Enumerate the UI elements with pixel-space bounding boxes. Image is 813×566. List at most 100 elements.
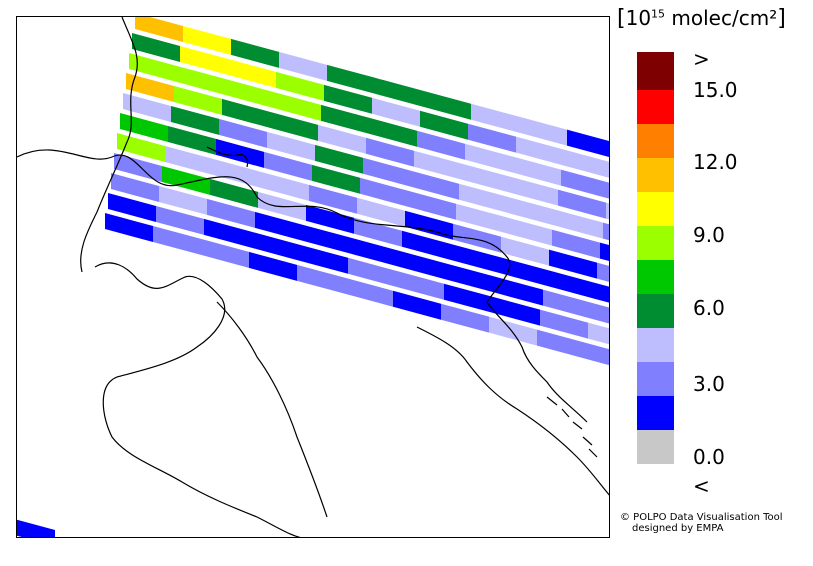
legend-label-0: 0.0 — [693, 445, 725, 469]
swath-pixel — [402, 230, 450, 260]
swath-pixel — [504, 216, 552, 246]
swath-pixel — [453, 223, 501, 253]
swath-pixel — [555, 209, 603, 239]
swath-pixel — [447, 263, 495, 293]
swath-pixel — [399, 250, 447, 280]
legend-swatch — [637, 294, 674, 328]
units-bracket-open: [ — [617, 6, 626, 31]
legend-swatch — [637, 328, 674, 362]
swath-pixel — [129, 53, 177, 82]
swath-pixel — [357, 197, 405, 227]
swath-pixel — [546, 269, 594, 299]
swath-pixel — [456, 203, 504, 233]
swath-pixel — [417, 130, 465, 160]
islands — [546, 396, 598, 458]
swath-pixel — [558, 189, 606, 219]
swath-pixel — [510, 176, 558, 206]
coastline-borders — [17, 17, 609, 537]
swath-pixel — [228, 58, 276, 88]
units-text: molec/cm² — [665, 6, 778, 30]
swath-pixel — [108, 193, 156, 222]
country-border-west — [80, 17, 138, 273]
swath-pixel — [450, 243, 498, 273]
swath-pixel — [468, 123, 516, 153]
swath-pixel — [261, 171, 309, 201]
swath-pixel — [114, 153, 162, 182]
swath-pixel — [156, 205, 204, 235]
swath-pixel — [462, 163, 510, 193]
swath-pixel — [267, 131, 315, 161]
legend-label-9: 9.0 — [693, 223, 725, 247]
swath-pixel — [513, 156, 561, 186]
legend-swatch — [637, 260, 674, 294]
swath-pixel — [507, 196, 555, 226]
swath-pixel — [351, 237, 399, 267]
units-label: [1015 molec/cm²] — [617, 6, 786, 31]
swath-pixel — [600, 242, 609, 262]
credit-text: © POLPO Data Visualisation Tool designed… — [620, 512, 783, 534]
legend-swatch — [637, 362, 674, 396]
swath-pixel — [201, 238, 249, 268]
swath-pixel — [222, 98, 270, 128]
swath-pixel — [369, 117, 417, 147]
swath-pixel — [252, 231, 300, 261]
swath-pixel — [516, 136, 564, 166]
swath-pixel — [540, 309, 588, 339]
swath-pixel — [270, 111, 318, 141]
swath-pixel — [171, 105, 219, 135]
swath-pixel — [225, 78, 273, 108]
legend-label-12: 12.0 — [693, 150, 738, 174]
swath-pixel — [165, 145, 213, 175]
swath-pixel — [420, 110, 468, 140]
swath-pixel — [135, 17, 183, 42]
swath-pixel — [123, 93, 171, 122]
swath-pixel — [495, 276, 543, 306]
swath-pixel — [168, 125, 216, 155]
legend-label-under: < — [693, 474, 710, 498]
swath-pixel — [564, 149, 609, 178]
legend-swatch — [637, 124, 674, 158]
swath-pixel — [471, 103, 519, 133]
swath-pixel — [174, 85, 222, 115]
swath-pixel — [321, 104, 369, 134]
units-base: 10 — [625, 6, 652, 30]
swath-pixel — [216, 138, 264, 168]
swath-pixel — [585, 342, 609, 366]
swath-pixel — [324, 84, 372, 114]
swath-pixel — [354, 217, 402, 247]
swath-pixel — [459, 183, 507, 213]
swath-pixel — [597, 262, 609, 282]
swath-pixel — [372, 97, 420, 127]
swath-pixel — [405, 210, 453, 240]
swath-pixel — [489, 316, 537, 346]
swath-pixel — [300, 244, 348, 274]
swath-pixel — [153, 225, 201, 255]
swath-pixel — [591, 302, 609, 324]
legend-swatch — [637, 226, 674, 260]
swath-pixel — [444, 283, 492, 313]
swath-pixel — [183, 25, 231, 55]
swath-pixel — [408, 190, 456, 220]
swath-pixel — [393, 290, 441, 320]
map-canvas — [17, 17, 610, 537]
legend-label-over: > — [693, 47, 710, 71]
swath-pixel — [306, 204, 354, 234]
swath-pixel — [180, 45, 228, 75]
legend-swatch — [637, 158, 674, 192]
credit-line-2: designed by EMPA — [632, 523, 724, 534]
swath-pixel — [396, 270, 444, 300]
credit-line-1: © POLPO Data Visualisation Tool — [620, 512, 783, 523]
swath-pixel — [441, 303, 489, 333]
istria-coastline — [486, 301, 588, 423]
swath-pixel — [297, 264, 345, 294]
swath-pixel — [111, 173, 159, 202]
swath-pixel — [465, 143, 513, 173]
swath-pixel — [255, 211, 303, 241]
swath-pixel — [318, 124, 366, 154]
swath-pixel — [609, 183, 610, 212]
italy-coastline — [94, 262, 301, 537]
swath-pixel — [159, 185, 207, 215]
swath-pixel — [492, 296, 540, 326]
swath-pixel — [327, 64, 375, 94]
swath-pixel — [231, 38, 279, 68]
